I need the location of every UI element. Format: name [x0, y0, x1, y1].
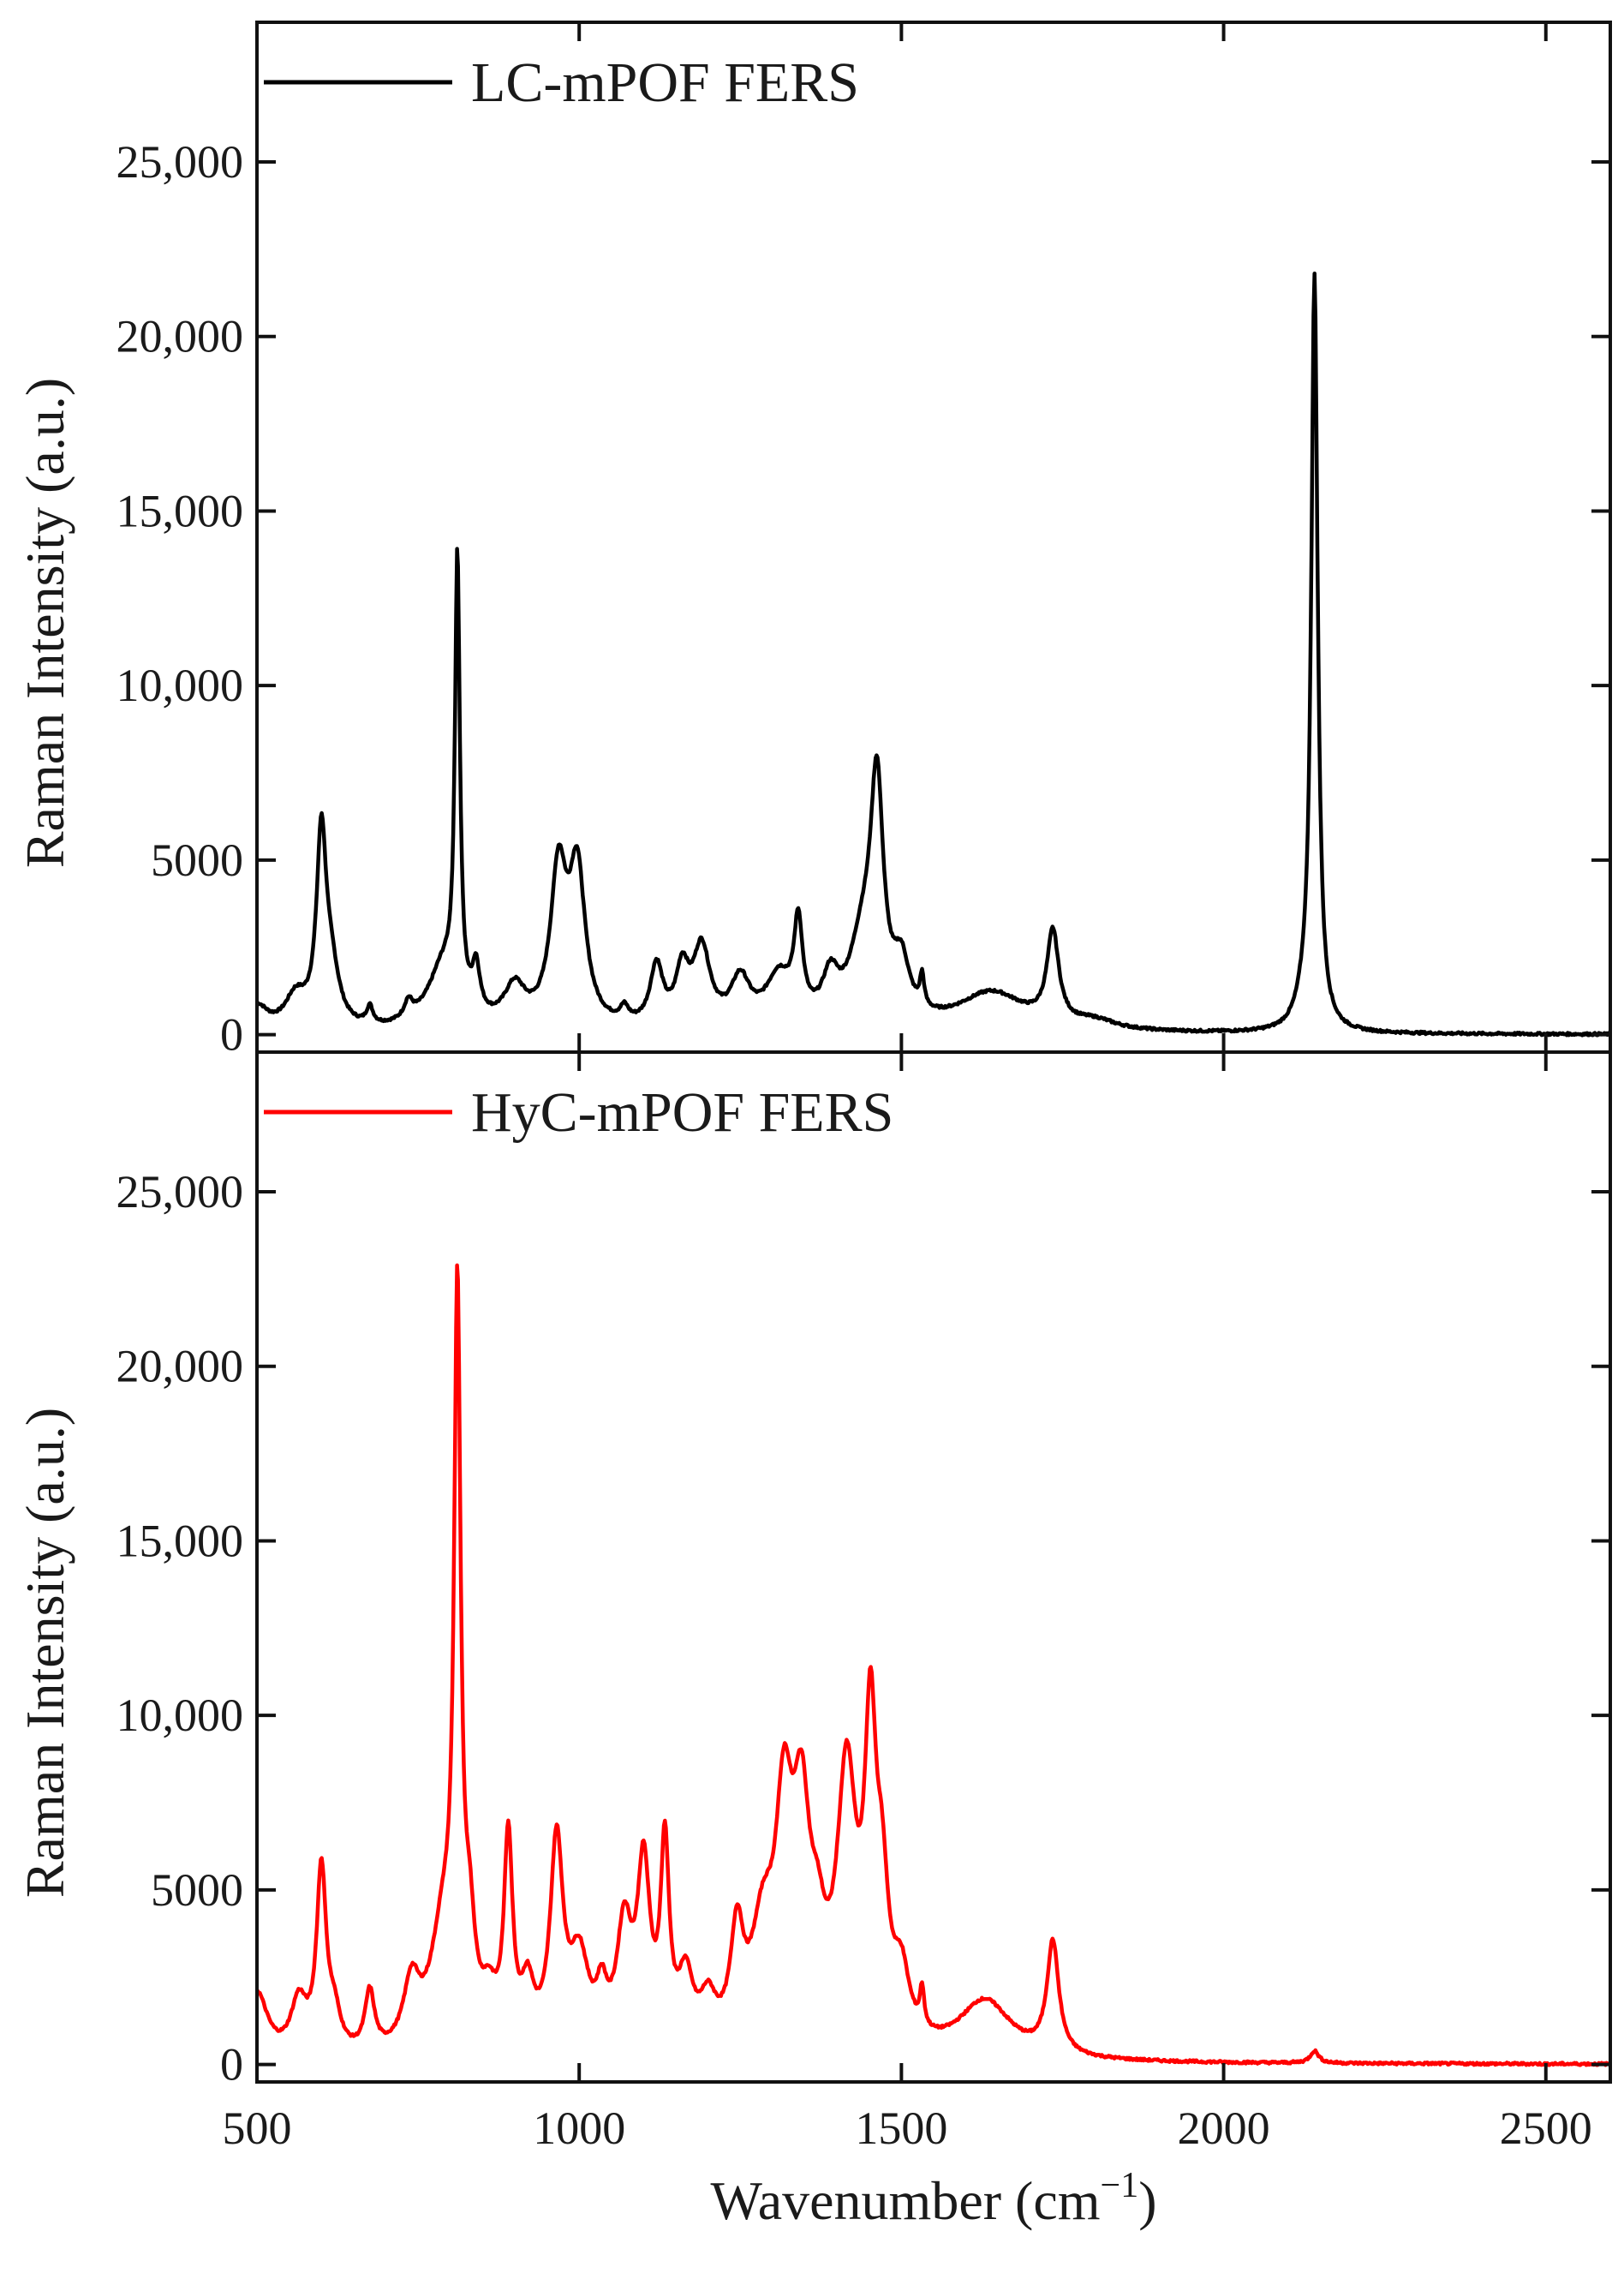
y-axis-title-bottom: Raman Intensity (a.u.): [15, 1408, 75, 1898]
x-tick-label: 500: [223, 2103, 292, 2154]
y-tick-label: 10,000: [116, 660, 244, 711]
y-tick-label: 5000: [151, 834, 243, 886]
y-tick-label: 0: [220, 1009, 243, 1061]
legend-top: LC-mPOF FERS: [264, 51, 859, 114]
spectrum-line-0: [257, 271, 1610, 1038]
x-axis-title-text: Wavenumber (cm: [710, 2170, 1100, 2231]
spectrum-area-top: [257, 271, 1610, 1038]
spectrum-line-1: [257, 1263, 1610, 2067]
plot-frame-bottom: [255, 1050, 1612, 2084]
y-tick-labels-bottom: 0 5000 10,000 15,000 20,000 25,000: [116, 1166, 244, 2091]
x-axis-title-superscript: −1: [1101, 2166, 1139, 2205]
y-tick-label: 25,000: [116, 1166, 244, 1217]
y-tick-label: 20,000: [116, 311, 244, 362]
x-tick-label: 2000: [1178, 2103, 1270, 2154]
x-axis-title-close: ): [1138, 2170, 1156, 2231]
y-tick-labels-top: 0 5000 10,000 15,000 20,000 25,000: [116, 136, 244, 1061]
x-tick-label: 2500: [1500, 2103, 1592, 2154]
y-tick-label: 15,000: [116, 1515, 244, 1566]
x-axis-title: Wavenumber (cm−1): [710, 2166, 1156, 2231]
panel-hyc-mpof: 0 5000 10,000 15,000 20,000 25,000 HyC-mPOF F…: [15, 1050, 1612, 2091]
y-ticks-top: [255, 22, 1610, 1052]
x-tick-label: 1500: [855, 2103, 947, 2154]
y-tick-label: 10,000: [116, 1690, 244, 1741]
legend-label-hyc-mpof: HyC-mPOF FERS: [471, 1081, 893, 1144]
x-tick-label: 1000: [533, 2103, 625, 2154]
legend-bottom: HyC-mPOF FERS: [264, 1081, 893, 1144]
y-tick-label: 5000: [151, 1864, 243, 1916]
spectrum-area-bottom: [257, 1263, 1610, 2067]
y-tick-label: 20,000: [116, 1341, 244, 1392]
y-axis-title-top: Raman Intensity (a.u.): [15, 378, 75, 868]
legend-label-lc-mpof: LC-mPOF FERS: [471, 51, 859, 114]
y-ticks-bottom: [255, 1052, 1610, 2067]
y-tick-label: 15,000: [116, 485, 244, 536]
y-tick-label: 25,000: [116, 136, 244, 188]
y-tick-label: 0: [220, 2039, 243, 2091]
x-axis: 500 1000 1500 2000 2500: [223, 2063, 1592, 2154]
